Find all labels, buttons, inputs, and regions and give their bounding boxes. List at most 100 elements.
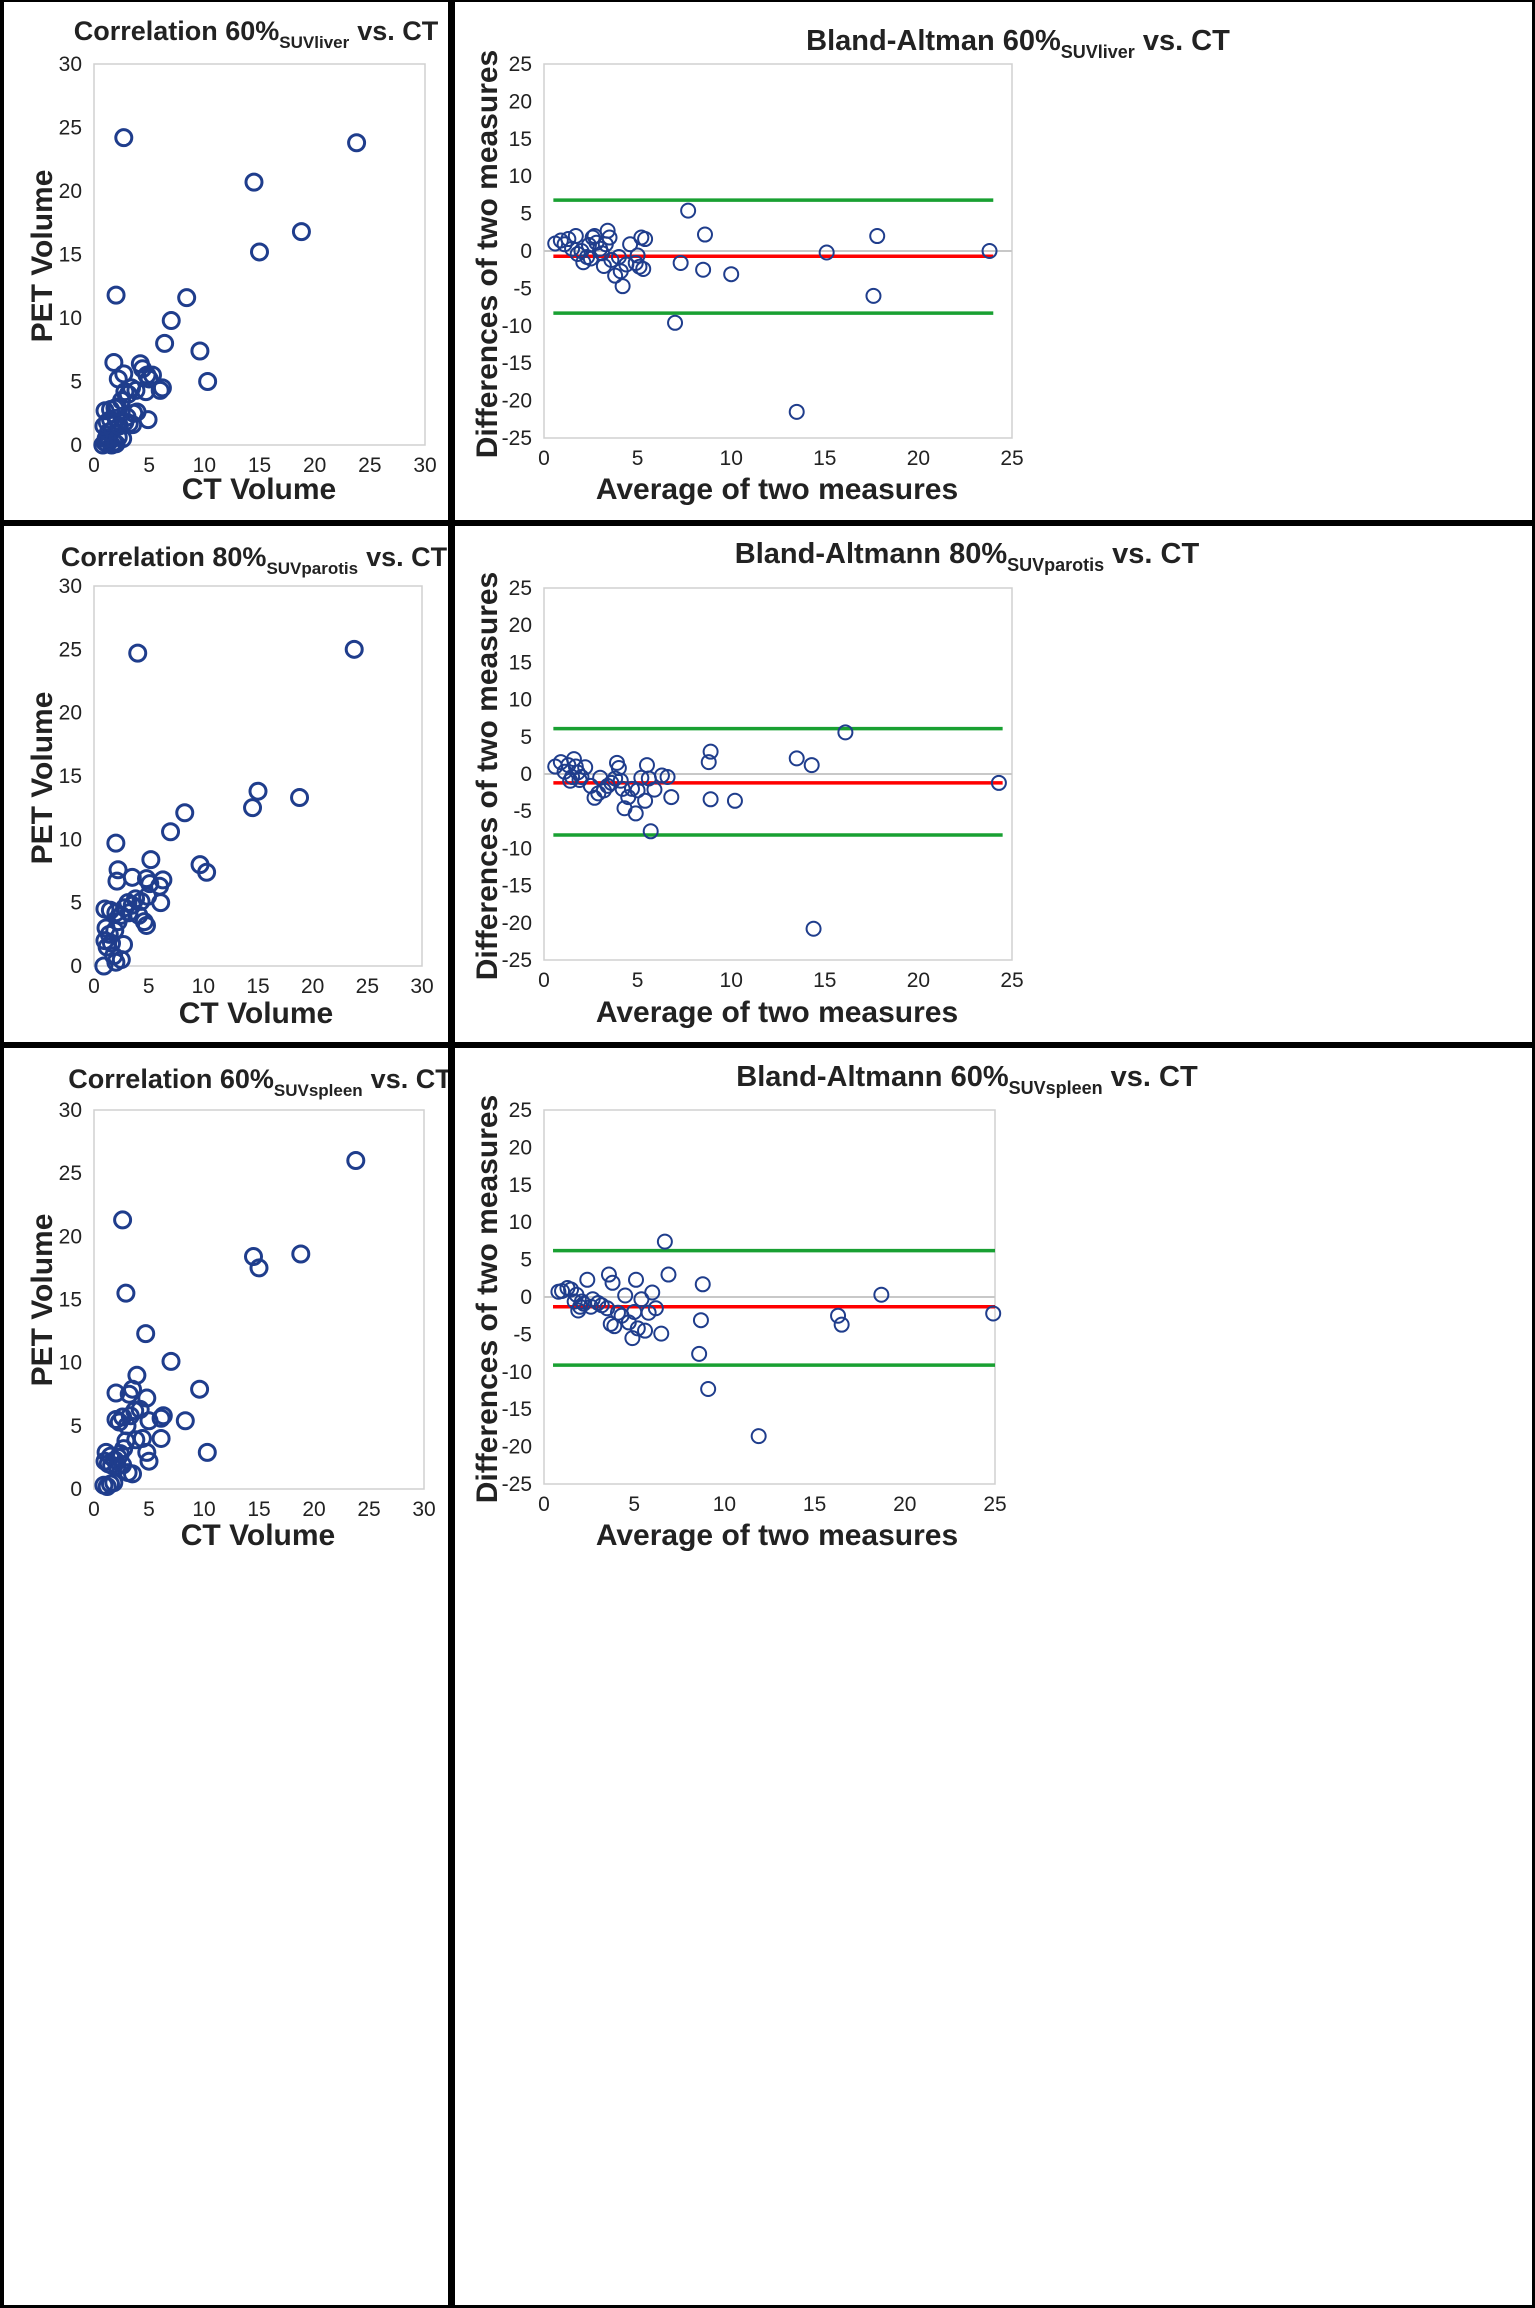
data-point	[637, 231, 654, 248]
data-point	[788, 403, 805, 420]
chart-title-tail: vs. CT	[371, 1064, 448, 1094]
x-axis-label: CT Volume	[179, 997, 333, 1030]
data-point	[243, 798, 263, 818]
data-point	[161, 1351, 181, 1371]
data-point	[663, 789, 680, 806]
chart-title: Bland-Altmann 60%SUVspleen vs. CT	[736, 1061, 1198, 1098]
x-tick-label: 15	[813, 447, 836, 470]
data-point	[126, 380, 146, 400]
panel-ba-liver: Bland-Altman 60%SUVliver vs. CT Average o…	[455, 2, 1532, 520]
y-tick-label: 0	[70, 1478, 82, 1501]
x-tick-label: 0	[88, 1498, 100, 1521]
y-tick-label: -20	[502, 912, 532, 935]
data-point	[139, 369, 159, 389]
y-tick-label: 0	[70, 434, 82, 457]
chart-correlation-parotis: Correlation 80%SUVparotis vs. CT CT Volum…	[26, 542, 448, 1030]
y-tick-label: -15	[502, 352, 532, 375]
y-tick-label: -10	[502, 315, 532, 338]
data-point	[104, 352, 124, 372]
x-tick-label: 10	[192, 975, 215, 998]
x-tick-label: 5	[143, 975, 155, 998]
data-point	[638, 757, 655, 774]
data-point	[552, 232, 569, 249]
data-point	[151, 1428, 171, 1448]
data-point	[833, 1316, 850, 1333]
y-tick-label: 0	[520, 763, 532, 786]
y-axis-label: PET Volume	[26, 170, 59, 343]
data-point	[136, 915, 156, 935]
data-point	[873, 1286, 890, 1303]
data-point	[586, 228, 603, 245]
data-point	[114, 128, 134, 148]
x-tick-label: 5	[143, 454, 155, 477]
chart-title: Correlation 60%SUVliver vs. CT	[74, 16, 439, 52]
x-tick-label: 0	[538, 1493, 550, 1516]
x-tick-label: 30	[412, 1498, 435, 1521]
x-tick-label: 0	[88, 454, 100, 477]
y-tick-label: 25	[509, 577, 532, 600]
data-point	[656, 1233, 673, 1250]
data-point	[629, 247, 646, 264]
data-point	[567, 228, 584, 245]
data-point	[647, 1300, 664, 1317]
data-point	[138, 410, 158, 430]
data-point	[108, 369, 128, 389]
y-tick-label: 0	[70, 955, 82, 978]
data-point	[573, 1293, 590, 1310]
data-point	[865, 287, 882, 304]
x-tick-label: 20	[301, 975, 324, 998]
data-point	[659, 768, 676, 785]
y-tick-label: 0	[520, 1286, 532, 1309]
data-point	[612, 772, 629, 789]
data-point	[560, 231, 577, 248]
data-point	[667, 314, 684, 331]
y-tick-label: 10	[59, 828, 82, 851]
data-point	[142, 365, 162, 385]
x-tick-label: 10	[713, 1493, 736, 1516]
chart-bland-altman-spleen: Bland-Altmann 60%SUVspleen vs. CT Average…	[471, 1061, 1198, 1552]
x-tick-label: 5	[632, 447, 644, 470]
panel-corr-spleen: Correlation 60%SUVspleen vs. CT CT Volume…	[4, 1048, 448, 2305]
y-axis-label: PET Volume	[26, 692, 59, 865]
data-point	[197, 1442, 217, 1462]
x-tick-label: 10	[720, 969, 743, 992]
y-tick-label: -15	[502, 875, 532, 898]
y-tick-label: -20	[502, 390, 532, 413]
data-point	[101, 933, 121, 953]
data-point	[695, 261, 712, 278]
data-point	[723, 266, 740, 283]
data-point	[137, 1388, 157, 1408]
data-point	[590, 1294, 607, 1311]
data-point	[248, 781, 268, 801]
data-point	[137, 1442, 157, 1462]
y-tick-label: 5	[520, 726, 532, 749]
y-tick-label: 5	[520, 1249, 532, 1272]
x-tick-label: 10	[192, 1498, 215, 1521]
y-tick-label: 5	[70, 892, 82, 915]
data-point	[177, 288, 197, 308]
data-point	[197, 862, 217, 882]
data-point	[653, 1325, 670, 1342]
y-tick-label: 10	[509, 689, 532, 712]
y-tick-label: -25	[502, 1473, 532, 1496]
data-point	[116, 1283, 136, 1303]
data-point	[249, 1258, 269, 1278]
data-point	[153, 870, 173, 890]
y-tick-label: 30	[59, 575, 82, 598]
data-point	[700, 754, 717, 771]
data-point	[696, 226, 713, 243]
x-tick-label: 15	[803, 1493, 826, 1516]
x-axis-label: Average of two measures	[596, 996, 958, 1029]
x-tick-label: 25	[356, 975, 379, 998]
data-point	[94, 956, 114, 976]
y-tick-label: 15	[59, 765, 82, 788]
x-tick-label: 10	[720, 447, 743, 470]
chart-title: Correlation 60%SUVspleen vs. CT	[68, 1064, 448, 1100]
data-point	[617, 1287, 634, 1304]
data-point	[190, 341, 210, 361]
x-tick-label: 20	[907, 969, 930, 992]
data-point	[869, 228, 886, 245]
data-point	[244, 1247, 263, 1267]
x-tick-label: 0	[88, 975, 100, 998]
y-tick-label: 20	[509, 614, 532, 637]
